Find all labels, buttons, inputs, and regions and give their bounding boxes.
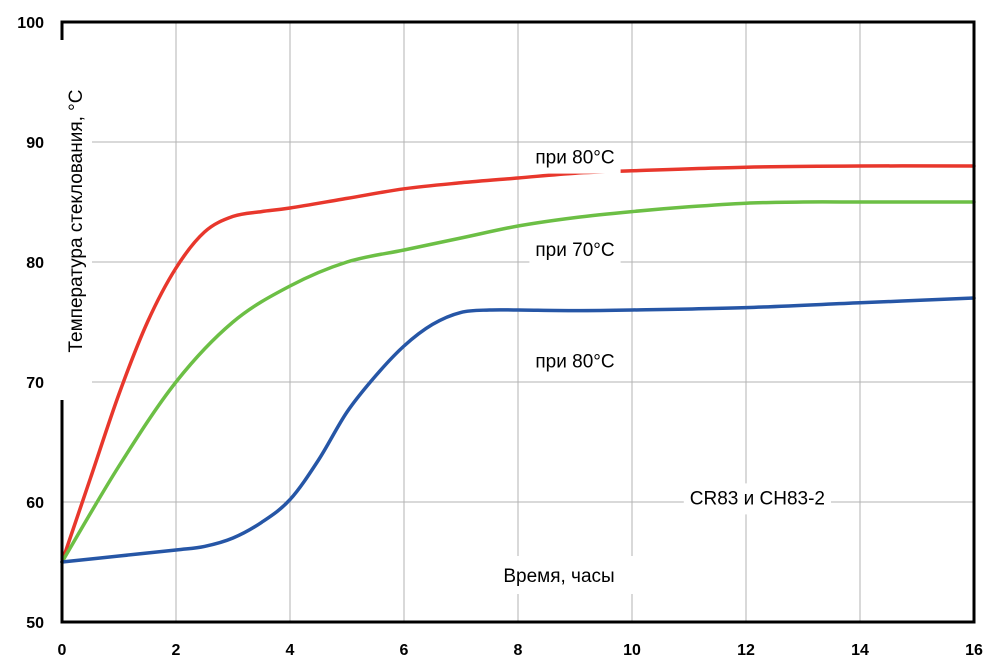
x-tick-label: 2 [172,642,181,659]
annotation: CR83 и CH83-2 [683,483,832,515]
x-tick-label: 10 [623,642,641,659]
annotation: при 70°C [529,235,621,266]
y-axis-label-group: Температура стеклования, °C [58,40,92,400]
x-tick-label: 0 [58,642,67,659]
annotation-label: при 80°C [535,352,614,373]
x-tick-label: 6 [400,642,409,659]
y-axis-label: Температура стеклования, °C [66,89,87,352]
series-line-3 [60,296,976,564]
annotation-label: при 70°C [535,240,614,261]
x-tick-label: 8 [514,642,523,659]
x-tick-label: 4 [286,642,295,659]
series-line-2 [60,200,976,564]
annotation: при 80°C [529,346,621,378]
x-axis-label-group: Время, часы [484,556,634,594]
x-tick-label: 16 [965,642,983,659]
annotation-label: CR83 и CH83-2 [690,488,825,509]
y-tick-label: 80 [26,255,44,272]
annotations: при 80°C при 70°C при 80°C CR83 и CH83-2 [529,142,832,515]
tick-labels: 0 2 4 6 8 10 12 14 16 50 60 70 80 90 100 [17,15,983,659]
x-tick-label: 12 [737,642,755,659]
series-lines [60,164,976,564]
y-tick-label: 100 [17,15,44,32]
y-tick-label: 70 [26,375,44,392]
series-line-1 [60,164,976,564]
annotation: при 80°C [529,142,621,174]
annotation-label: при 80°C [535,148,614,169]
y-tick-label: 50 [26,615,44,632]
x-axis-label: Время, часы [503,566,614,587]
y-tick-label: 60 [26,495,44,512]
x-tick-label: 14 [851,642,869,659]
y-tick-label: 90 [26,135,44,152]
